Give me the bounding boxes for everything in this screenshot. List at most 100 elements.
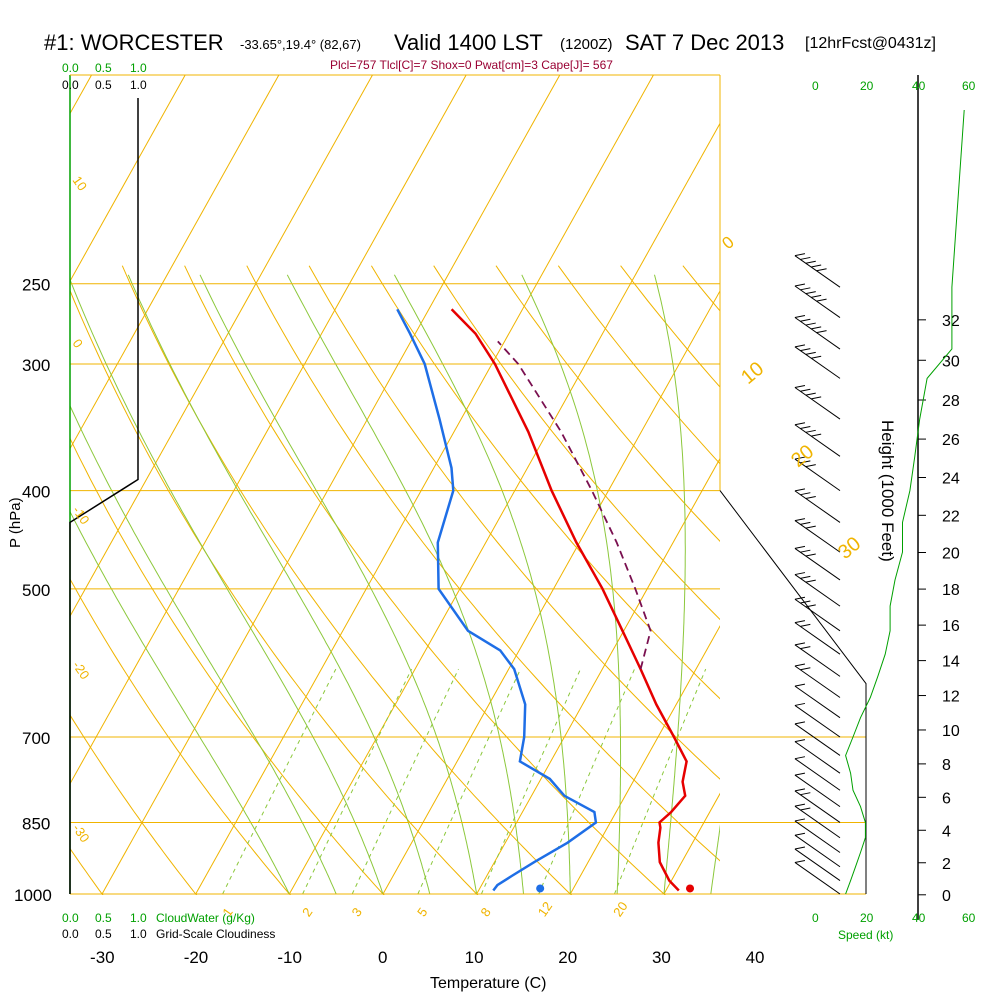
dry-adiabat (70, 437, 385, 895)
wind-barb-flag (805, 322, 816, 326)
wind-barb-flag (800, 575, 811, 579)
wind-barb-flag (800, 287, 811, 291)
wind-barb-flag (805, 351, 816, 355)
cloudwater-scale-top: 0.5 (95, 61, 112, 75)
wind-barb-staff (794, 490, 841, 523)
cloudwater-scale-bottom: 1.0 (130, 911, 147, 925)
height-tick-label: 16 (942, 618, 960, 635)
height-tick-label: 26 (942, 432, 960, 449)
wind-barb (794, 702, 841, 738)
cloud-fraction-profile (69, 98, 139, 894)
moist-adiabat-label: 10 (737, 358, 768, 389)
dry-adiabat (70, 289, 479, 895)
mixing-ratio-label: 8 (477, 905, 493, 920)
wind-barb (794, 721, 841, 756)
wind-barb-staff (794, 820, 841, 853)
height-tick-label: 20 (942, 545, 960, 562)
wind-barb-staff (794, 520, 841, 553)
isotherm-line (382, 289, 720, 895)
temperature-tick-label: -30 (90, 948, 115, 967)
wind-barb-flag (794, 702, 806, 706)
forecast-tag: [12hrFcst@0431z] (805, 35, 936, 52)
speed-scale-bottom: 40 (912, 911, 926, 925)
wind-barb (794, 344, 841, 379)
dry-adiabat (495, 265, 720, 542)
speed-envelope (719, 490, 867, 894)
wind-barb-flag (800, 623, 811, 627)
wind-barb-flag (794, 518, 806, 522)
speed-scale-top: 20 (860, 79, 874, 93)
wind-barb-staff (794, 741, 841, 774)
wind-barb-flag (794, 683, 806, 687)
wind-barb-staff (794, 458, 841, 492)
wind-barb-staff (794, 622, 841, 655)
speed-label: Speed (kt) (838, 928, 893, 942)
wind-barb-flag (794, 253, 806, 257)
moist-adiabat (393, 274, 571, 894)
wind-barb-flag (816, 268, 827, 272)
wind-barb-flag (794, 721, 806, 725)
wind-barb-flag (800, 667, 811, 671)
dry-adiabat-label: -10 (70, 503, 93, 527)
valid-date: SAT 7 Dec 2013 (625, 30, 785, 55)
pressure-tick-label: 400 (22, 483, 50, 502)
pressure-tick-label: 500 (22, 581, 50, 600)
pressure-tick-label: 1000 (14, 886, 52, 905)
wind-barb-staff (794, 834, 841, 868)
wind-barb-flag (794, 756, 806, 760)
wind-barb-flag (794, 545, 806, 549)
moist-adiabat (521, 274, 622, 895)
isotherm-line (70, 75, 373, 618)
cloudwater-scale-top: 1.0 (130, 61, 147, 75)
station-title: #1: WORCESTER (44, 30, 224, 55)
wind-barb-staff (794, 644, 841, 677)
mixing-ratio-line (351, 668, 459, 895)
wind-barb-flag (800, 600, 811, 604)
wind-barb (794, 488, 841, 523)
dry-adiabat (0, 266, 23, 916)
wind-barb-flag (794, 663, 806, 667)
wind-barb-flag (794, 788, 806, 792)
cloudwater-scale-bottom: 0.0 (62, 911, 79, 925)
height-tick-label: 6 (942, 790, 951, 807)
wind-barb-staff (794, 862, 841, 895)
wind-barb (794, 283, 841, 318)
wind-barb (794, 859, 841, 895)
wind-barb-flag (805, 291, 816, 295)
dewpoint-profile (396, 308, 598, 892)
wind-barb-flag (805, 260, 816, 264)
wind-barb (794, 739, 841, 774)
temperature-tick-label: -10 (277, 948, 302, 967)
wind-barb (794, 642, 841, 677)
height-tick-label: 10 (942, 723, 960, 740)
wind-barb-flag (805, 579, 816, 583)
temperature-tick-label: 30 (652, 948, 671, 967)
dry-adiabat (246, 265, 720, 862)
temperature-profile (450, 308, 688, 892)
height-tick-label: 2 (942, 856, 951, 873)
wind-barb (794, 756, 841, 791)
wind-barb (794, 663, 841, 698)
speed-scale-top: 60 (962, 79, 976, 93)
wind-barb-staff (794, 285, 841, 318)
valid-time: Valid 1400 LST (394, 30, 543, 55)
isotherm-line (569, 625, 720, 895)
wind-barb (794, 683, 841, 719)
temperature-tick-label: -20 (184, 948, 209, 967)
mixing-ratio-line (302, 668, 413, 895)
dry-adiabat (745, 266, 1000, 916)
moist-adiabat-label: 20 (787, 441, 818, 472)
height-tick-label: 8 (942, 757, 951, 774)
wind-barb (794, 788, 841, 823)
cloudwater-scale-top: 0.0 (62, 61, 79, 75)
wind-barb (794, 518, 841, 553)
wind-barb-flag (800, 426, 811, 430)
stability-indices: Plcl=757 Tlcl[C]=7 Shox=0 Pwat[cm]=3 Cap… (330, 58, 613, 72)
wind-barb-flag (805, 464, 816, 468)
wind-barb-staff (794, 387, 841, 420)
wind-barb-staff (794, 790, 841, 823)
dry-adiabat (70, 578, 291, 895)
wind-barb-flag (811, 294, 822, 298)
dry-adiabat (308, 265, 720, 780)
